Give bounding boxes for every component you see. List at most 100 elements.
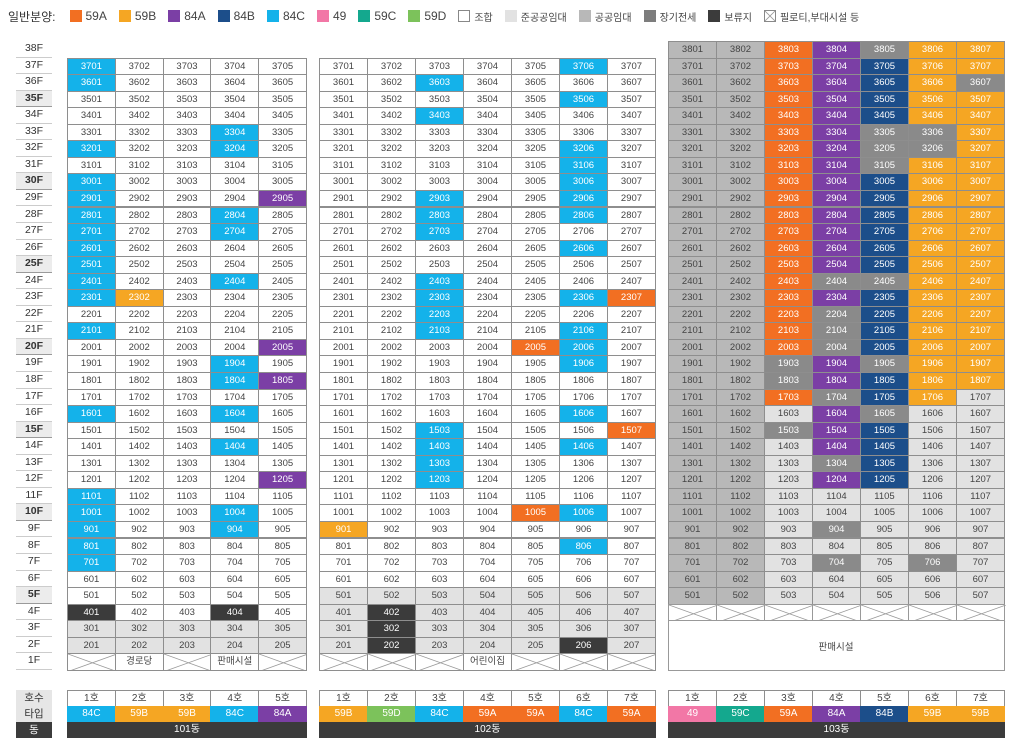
unit-cell[interactable]: 2707 bbox=[607, 223, 656, 241]
unit-cell[interactable]: 804 bbox=[463, 537, 512, 556]
unit-cell[interactable]: 3704 bbox=[210, 57, 260, 76]
unit-cell[interactable]: 2606 bbox=[908, 239, 957, 258]
unit-cell[interactable]: 204 bbox=[463, 636, 512, 655]
unit-cell[interactable]: 1007 bbox=[956, 504, 1005, 522]
unit-cell[interactable]: 1606 bbox=[559, 405, 608, 423]
unit-cell[interactable]: 2803 bbox=[764, 206, 813, 225]
unit-cell[interactable]: 905 bbox=[258, 520, 307, 539]
unit-cell[interactable]: 1405 bbox=[511, 438, 560, 456]
unit-cell[interactable]: 1102 bbox=[367, 487, 416, 506]
unit-cell[interactable]: 602 bbox=[114, 570, 164, 589]
unit-cell[interactable]: 3707 bbox=[607, 57, 656, 76]
unit-cell[interactable]: 1005 bbox=[511, 504, 560, 522]
unit-cell[interactable]: 2407 bbox=[956, 272, 1005, 291]
unit-cell[interactable]: 1207 bbox=[607, 471, 656, 489]
unit-cell[interactable]: 2601 bbox=[319, 239, 368, 258]
unit-cell[interactable]: 2102 bbox=[367, 322, 416, 340]
unit-cell[interactable]: 1403 bbox=[162, 438, 212, 456]
unit-cell[interactable]: 3606 bbox=[559, 74, 608, 92]
unit-cell[interactable]: 1503 bbox=[162, 421, 212, 440]
unit-cell[interactable]: 3203 bbox=[415, 140, 464, 158]
unit-cell[interactable]: 2603 bbox=[162, 239, 212, 258]
unit-cell[interactable]: 2002 bbox=[367, 338, 416, 357]
unit-cell[interactable]: 201 bbox=[319, 636, 368, 655]
unit-cell[interactable]: 2007 bbox=[607, 338, 656, 357]
unit-cell[interactable]: 303 bbox=[162, 620, 212, 638]
unit-cell[interactable]: 3406 bbox=[908, 107, 957, 125]
unit-cell[interactable]: 503 bbox=[415, 587, 464, 605]
unit-cell[interactable]: 1002 bbox=[114, 504, 164, 522]
unit-cell[interactable]: 305 bbox=[258, 620, 307, 638]
unit-cell[interactable]: 1201 bbox=[67, 471, 116, 489]
unit-cell[interactable]: 3702 bbox=[367, 57, 416, 76]
unit-cell[interactable]: 2903 bbox=[162, 189, 212, 208]
unit-cell[interactable]: 1905 bbox=[511, 355, 560, 373]
unit-cell[interactable]: 2201 bbox=[67, 305, 116, 324]
unit-cell[interactable]: 2503 bbox=[764, 256, 813, 274]
unit-cell[interactable]: 2703 bbox=[162, 223, 212, 241]
unit-cell[interactable]: 603 bbox=[162, 570, 212, 589]
unit-cell[interactable]: 2203 bbox=[162, 305, 212, 324]
unit-cell[interactable]: 505 bbox=[860, 587, 909, 605]
unit-cell[interactable]: 2904 bbox=[812, 189, 861, 208]
unit-cell[interactable]: 2305 bbox=[860, 289, 909, 307]
unit-cell[interactable]: 1607 bbox=[956, 405, 1005, 423]
unit-cell[interactable]: 2307 bbox=[607, 289, 656, 307]
unit-cell[interactable]: 3301 bbox=[668, 123, 717, 142]
unit-cell[interactable]: 2407 bbox=[607, 272, 656, 291]
unit-cell[interactable]: 1904 bbox=[463, 355, 512, 373]
unit-cell[interactable]: 3504 bbox=[463, 90, 512, 109]
unit-cell[interactable]: 3404 bbox=[210, 107, 260, 125]
unit-cell[interactable]: 905 bbox=[860, 520, 909, 539]
unit-cell[interactable]: 3206 bbox=[908, 140, 957, 158]
unit-cell[interactable]: 203 bbox=[415, 636, 464, 655]
unit-cell[interactable]: 401 bbox=[319, 603, 368, 622]
unit-cell[interactable]: 2701 bbox=[319, 223, 368, 241]
unit-cell[interactable]: 2403 bbox=[415, 272, 464, 291]
unit-cell[interactable]: 2003 bbox=[415, 338, 464, 357]
unit-cell[interactable]: 907 bbox=[607, 520, 656, 539]
unit-cell[interactable]: 1306 bbox=[559, 454, 608, 473]
unit-cell[interactable]: 3605 bbox=[258, 74, 307, 92]
unit-cell[interactable]: 306 bbox=[559, 620, 608, 638]
unit-cell[interactable]: 607 bbox=[956, 570, 1005, 589]
unit-cell[interactable]: 1604 bbox=[210, 405, 260, 423]
unit-cell[interactable]: 2202 bbox=[114, 305, 164, 324]
unit-cell[interactable]: 2502 bbox=[367, 256, 416, 274]
unit-cell[interactable]: 707 bbox=[956, 554, 1005, 572]
unit-cell[interactable]: 3704 bbox=[812, 57, 861, 76]
unit-cell[interactable]: 3006 bbox=[908, 173, 957, 191]
unit-cell[interactable]: 2002 bbox=[716, 338, 765, 357]
unit-cell[interactable]: 2205 bbox=[860, 305, 909, 324]
unit-cell[interactable]: 607 bbox=[607, 570, 656, 589]
unit-cell[interactable]: 2602 bbox=[114, 239, 164, 258]
unit-cell[interactable]: 3406 bbox=[559, 107, 608, 125]
unit-cell[interactable]: 3002 bbox=[716, 173, 765, 191]
unit-cell[interactable]: 2505 bbox=[258, 256, 307, 274]
unit-cell[interactable]: 901 bbox=[67, 520, 116, 539]
unit-cell[interactable]: 2807 bbox=[956, 206, 1005, 225]
unit-cell[interactable]: 1104 bbox=[812, 487, 861, 506]
unit-cell[interactable]: 1905 bbox=[258, 355, 307, 373]
unit-cell[interactable]: 2907 bbox=[956, 189, 1005, 208]
unit-cell[interactable]: 3603 bbox=[162, 74, 212, 92]
unit-cell[interactable]: 3102 bbox=[716, 156, 765, 175]
unit-cell[interactable]: 3106 bbox=[908, 156, 957, 175]
unit-cell[interactable]: 3701 bbox=[319, 57, 368, 76]
unit-cell[interactable]: 3101 bbox=[668, 156, 717, 175]
unit-cell[interactable]: 1805 bbox=[511, 372, 560, 390]
unit-cell[interactable]: 601 bbox=[67, 570, 116, 589]
unit-cell[interactable]: 2001 bbox=[319, 338, 368, 357]
unit-cell[interactable]: 2107 bbox=[607, 322, 656, 340]
unit-cell[interactable]: 2204 bbox=[210, 305, 260, 324]
unit-cell[interactable]: 805 bbox=[860, 537, 909, 556]
unit-cell[interactable]: 507 bbox=[607, 587, 656, 605]
unit-cell[interactable]: 1401 bbox=[319, 438, 368, 456]
unit-cell[interactable]: 3203 bbox=[764, 140, 813, 158]
unit-cell[interactable]: 1302 bbox=[114, 454, 164, 473]
unit-cell[interactable]: 407 bbox=[607, 603, 656, 622]
unit-cell[interactable]: 2306 bbox=[559, 289, 608, 307]
unit-cell[interactable]: 2605 bbox=[258, 239, 307, 258]
unit-cell[interactable]: 1506 bbox=[908, 421, 957, 440]
unit-cell[interactable]: 704 bbox=[812, 554, 861, 572]
